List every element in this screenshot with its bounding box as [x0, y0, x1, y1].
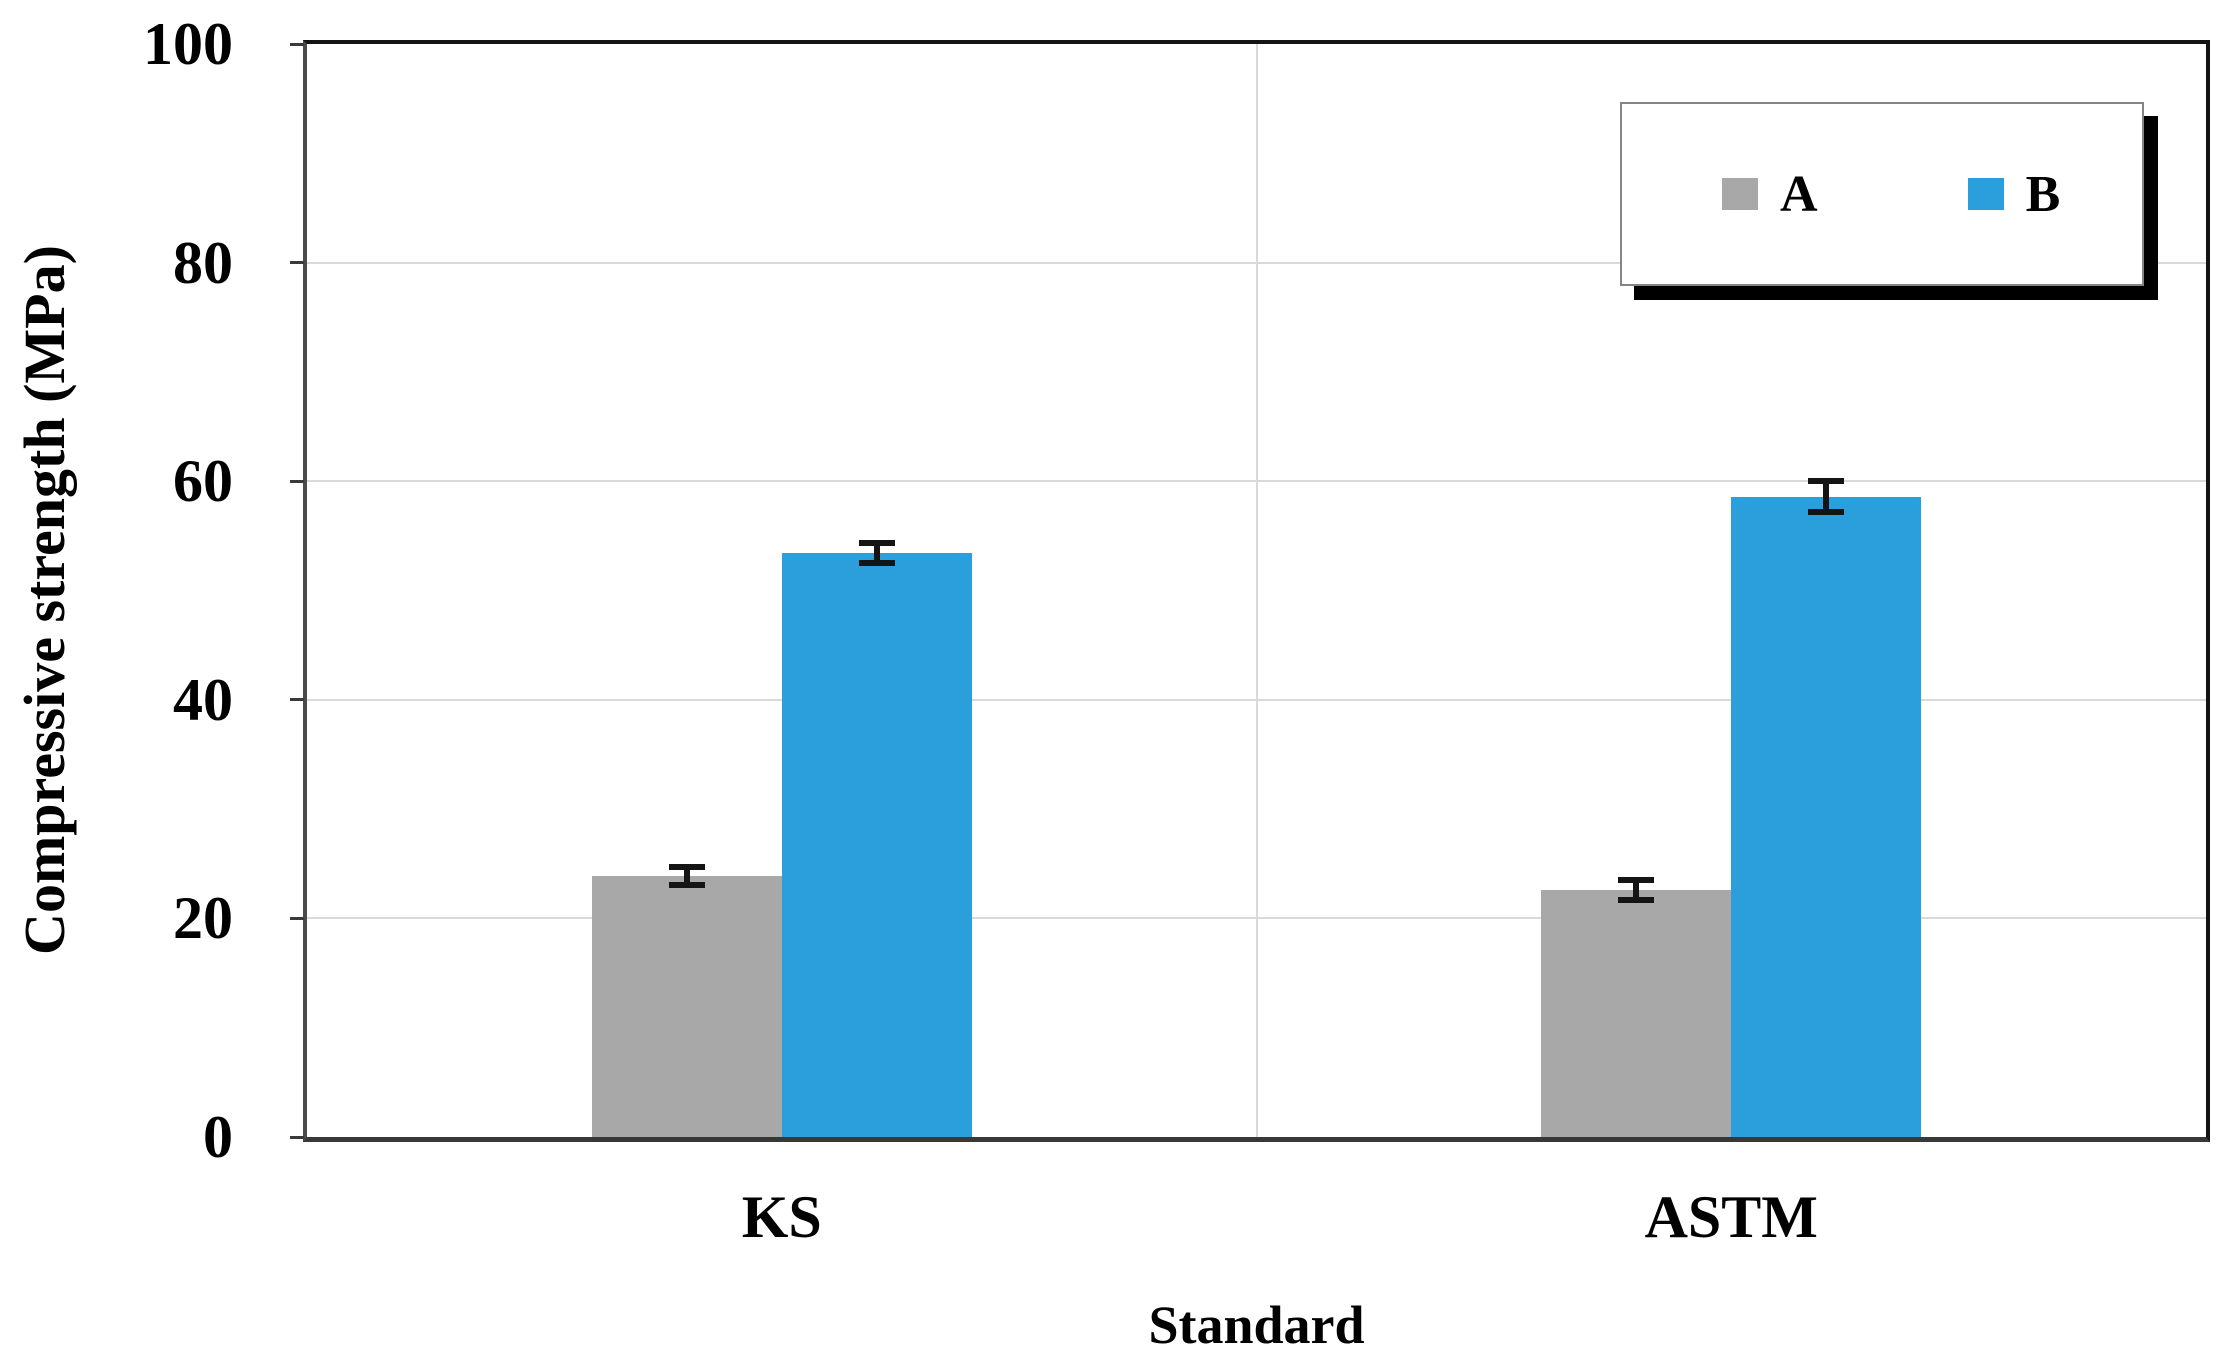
error-bar-line [683, 863, 690, 888]
error-bar-ASTM-B [1808, 477, 1845, 516]
x-axis-title: Standard [1148, 1295, 1365, 1355]
y-tick-label-20: 20 [173, 885, 233, 952]
y-tick-label-40: 40 [173, 666, 233, 733]
error-bar-cap-top [1808, 477, 1845, 484]
y-tick-mark-100 [290, 42, 304, 46]
x-category-label-KS: KS [741, 1184, 822, 1250]
error-bar-cap-bottom [1808, 509, 1845, 516]
bar-ASTM-B [1731, 496, 1922, 1137]
error-bar-line [1823, 477, 1830, 516]
error-bar-cap-top [1618, 876, 1655, 883]
error-bar-cap-bottom [858, 560, 895, 567]
bar-KS-B [781, 553, 972, 1137]
y-tick-mark-40 [290, 698, 304, 702]
category-divider-gridline [1255, 44, 1258, 1137]
error-bar-cap-top [668, 863, 705, 870]
y-tick-mark-60 [290, 479, 304, 483]
y-axis-title: Compressive strength (MPa) [12, 245, 77, 955]
error-bar-KS-B [858, 540, 895, 567]
bar-ASTM-A [1541, 889, 1732, 1137]
y-tick-label-60: 60 [173, 448, 233, 515]
y-tick-mark-80 [290, 261, 304, 265]
legend-swatch-b [1967, 178, 2004, 210]
legend-entry-b: B [1967, 165, 2061, 224]
error-bar-KS-A [668, 863, 705, 888]
error-bar-cap-bottom [1618, 897, 1655, 904]
legend-entry-a: A [1722, 165, 1818, 224]
y-tick-mark-20 [290, 916, 304, 920]
x-category-label-ASTM: ASTM [1644, 1184, 1818, 1250]
legend-box: A B [1620, 102, 2144, 286]
y-tick-mark-0 [290, 1135, 304, 1139]
bar-KS-A [591, 875, 782, 1137]
legend-label-b: B [2025, 165, 2061, 223]
y-tick-label-80: 80 [173, 229, 233, 296]
legend-label-a: A [1780, 165, 1818, 223]
y-tick-label-100: 100 [143, 11, 233, 77]
error-bar-cap-top [858, 540, 895, 547]
error-bar-ASTM-A [1618, 876, 1655, 904]
legend-swatch-a [1722, 178, 1758, 210]
error-bar-cap-bottom [668, 881, 705, 888]
error-bar-line [1633, 876, 1640, 904]
error-bar-line [873, 540, 880, 567]
y-tick-label-0: 0 [203, 1104, 233, 1170]
